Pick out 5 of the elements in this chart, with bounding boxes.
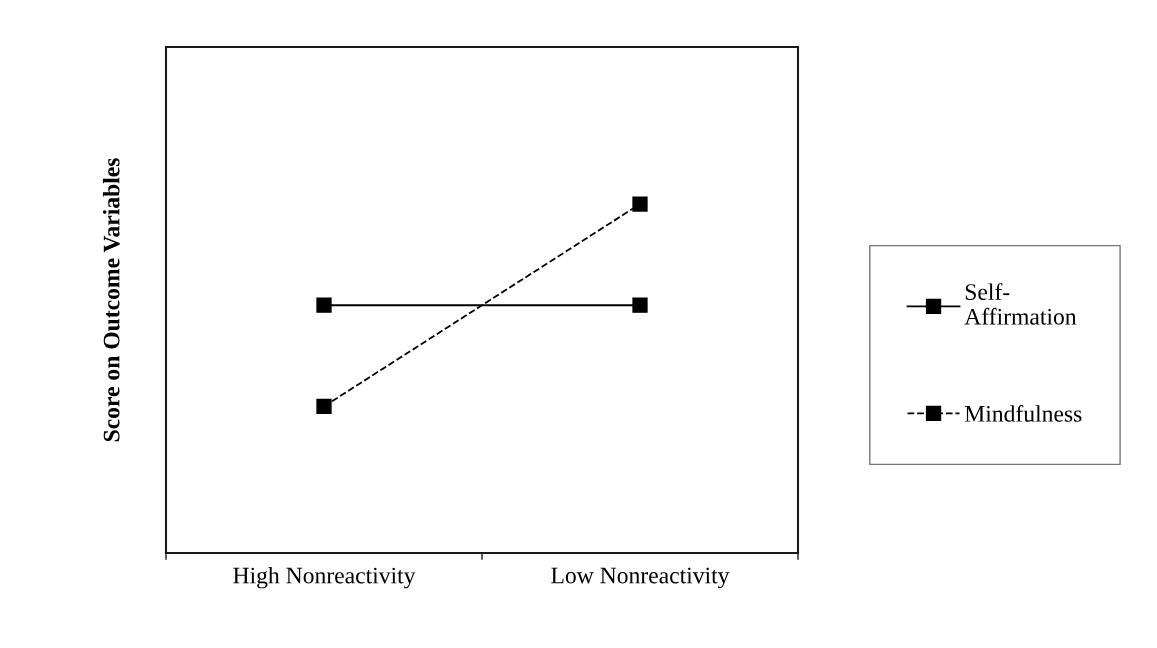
- legend-label: Self- Affirmation: [964, 283, 1077, 325]
- y-axis-title: Score on Outcome Variables: [102, 158, 120, 442]
- x-tick-label: High Nonreactivity: [233, 566, 416, 589]
- legend-label: Mindfulness: [964, 404, 1082, 422]
- x-tick-label: Low Nonreactivity: [551, 567, 730, 589]
